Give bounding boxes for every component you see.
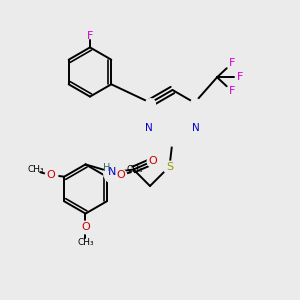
Text: O: O [116, 170, 125, 180]
Text: O: O [81, 222, 90, 232]
Text: CH₃: CH₃ [27, 165, 44, 174]
Text: F: F [236, 72, 243, 82]
Text: F: F [87, 31, 93, 41]
Text: N: N [192, 123, 200, 133]
Text: H: H [103, 163, 110, 173]
Text: N: N [108, 167, 117, 177]
Text: S: S [166, 161, 173, 172]
Text: CH₃: CH₃ [127, 165, 144, 174]
Text: O: O [46, 170, 55, 180]
Text: F: F [229, 58, 235, 68]
Text: F: F [229, 86, 235, 96]
Text: O: O [148, 156, 158, 166]
Text: CH₃: CH₃ [77, 238, 94, 247]
Text: N: N [145, 123, 153, 133]
